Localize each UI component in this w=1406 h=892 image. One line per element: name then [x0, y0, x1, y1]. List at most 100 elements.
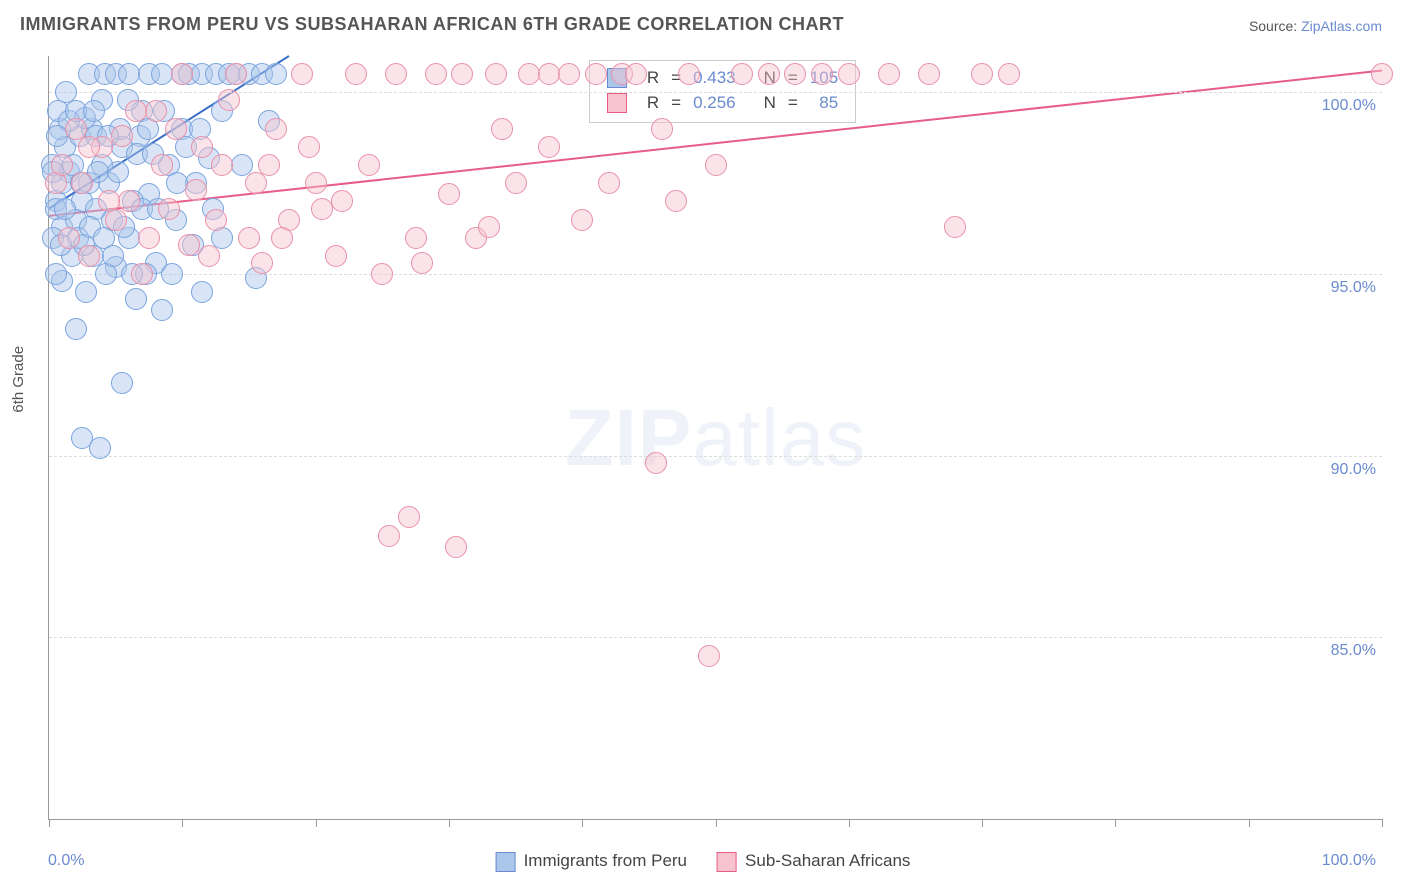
- data-point-ssa: [291, 63, 313, 85]
- data-point-ssa: [878, 63, 900, 85]
- data-point-ssa: [205, 209, 227, 231]
- data-point-ssa: [171, 63, 193, 85]
- data-point-ssa: [225, 63, 247, 85]
- data-point-ssa: [625, 63, 647, 85]
- data-point-ssa: [238, 227, 260, 249]
- data-point-ssa: [998, 63, 1020, 85]
- data-point-ssa: [944, 216, 966, 238]
- data-point-peru: [102, 245, 124, 267]
- legend-eq: =: [783, 91, 803, 114]
- data-point-ssa: [784, 63, 806, 85]
- data-point-peru: [191, 281, 213, 303]
- data-point-ssa: [198, 245, 220, 267]
- data-point-ssa: [918, 63, 940, 85]
- data-point-peru: [125, 288, 147, 310]
- data-point-ssa: [505, 172, 527, 194]
- chart-container: IMMIGRANTS FROM PERU VS SUBSAHARAN AFRIC…: [0, 0, 1406, 892]
- data-point-ssa: [371, 263, 393, 285]
- legend-bottom-label: Immigrants from Peru: [524, 851, 687, 870]
- data-point-ssa: [325, 245, 347, 267]
- legend-r-value: 0.256: [688, 91, 741, 114]
- x-tick: [1249, 819, 1250, 827]
- data-point-ssa: [598, 172, 620, 194]
- data-point-ssa: [218, 89, 240, 111]
- legend-swatch: [607, 93, 627, 113]
- data-point-ssa: [145, 100, 167, 122]
- legend-n-label: N: [759, 91, 781, 114]
- data-point-ssa: [478, 216, 500, 238]
- data-point-peru: [65, 318, 87, 340]
- data-point-ssa: [178, 234, 200, 256]
- data-point-peru: [151, 299, 173, 321]
- legend-eq: =: [666, 91, 686, 114]
- data-point-ssa: [385, 63, 407, 85]
- data-point-ssa: [438, 183, 460, 205]
- x-tick: [49, 819, 50, 827]
- x-axis-max-label: 100.0%: [1322, 852, 1376, 870]
- data-point-ssa: [971, 63, 993, 85]
- gridline: [49, 92, 1382, 93]
- y-tick-label: 90.0%: [1331, 461, 1376, 479]
- x-tick: [582, 819, 583, 827]
- data-point-ssa: [78, 136, 100, 158]
- data-point-peru: [111, 372, 133, 394]
- data-point-peru: [75, 281, 97, 303]
- data-point-ssa: [378, 525, 400, 547]
- data-point-ssa: [298, 136, 320, 158]
- data-point-peru: [118, 63, 140, 85]
- data-point-peru: [161, 263, 183, 285]
- data-point-ssa: [71, 172, 93, 194]
- data-point-ssa: [538, 63, 560, 85]
- data-point-ssa: [445, 536, 467, 558]
- watermark: ZIPatlas: [565, 392, 866, 484]
- data-point-ssa: [258, 154, 280, 176]
- legend-bottom: Immigrants from Peru Sub-Saharan Africans: [496, 851, 911, 872]
- data-point-ssa: [131, 263, 153, 285]
- data-point-peru: [54, 198, 76, 220]
- data-point-ssa: [165, 118, 187, 140]
- data-point-peru: [151, 63, 173, 85]
- plot-area: ZIPatlas R = 0.433N = 105R = 0.256N = 85…: [48, 56, 1382, 820]
- source-link[interactable]: ZipAtlas.com: [1301, 18, 1382, 34]
- data-point-ssa: [58, 227, 80, 249]
- data-point-peru: [71, 427, 93, 449]
- data-point-ssa: [345, 63, 367, 85]
- x-axis-min-label: 0.0%: [48, 852, 84, 870]
- data-point-ssa: [571, 209, 593, 231]
- data-point-ssa: [125, 100, 147, 122]
- legend-bottom-label: Sub-Saharan Africans: [745, 851, 910, 870]
- data-point-ssa: [585, 63, 607, 85]
- data-point-ssa: [211, 154, 233, 176]
- data-point-ssa: [645, 452, 667, 474]
- data-point-ssa: [758, 63, 780, 85]
- data-point-ssa: [405, 227, 427, 249]
- y-tick-label: 100.0%: [1322, 97, 1376, 115]
- x-tick: [716, 819, 717, 827]
- legend-row: R = 0.256 N = 85: [602, 91, 843, 114]
- data-point-ssa: [251, 252, 273, 274]
- source-prefix: Source:: [1249, 18, 1301, 34]
- legend-r-label: R: [642, 91, 664, 114]
- data-point-ssa: [331, 190, 353, 212]
- data-point-ssa: [78, 245, 100, 267]
- data-point-ssa: [311, 198, 333, 220]
- data-point-ssa: [51, 154, 73, 176]
- data-point-peru: [265, 63, 287, 85]
- data-point-ssa: [485, 63, 507, 85]
- data-point-ssa: [98, 190, 120, 212]
- x-tick: [182, 819, 183, 827]
- data-point-ssa: [271, 227, 293, 249]
- data-point-ssa: [158, 198, 180, 220]
- data-point-ssa: [558, 63, 580, 85]
- data-point-ssa: [138, 227, 160, 249]
- data-point-ssa: [118, 190, 140, 212]
- data-point-ssa: [358, 154, 380, 176]
- data-point-ssa: [245, 172, 267, 194]
- data-point-ssa: [731, 63, 753, 85]
- legend-bottom-item: Immigrants from Peru: [496, 851, 687, 872]
- data-point-ssa: [651, 118, 673, 140]
- legend-n-value: 85: [805, 91, 843, 114]
- x-tick: [1115, 819, 1116, 827]
- data-point-ssa: [838, 63, 860, 85]
- x-tick: [849, 819, 850, 827]
